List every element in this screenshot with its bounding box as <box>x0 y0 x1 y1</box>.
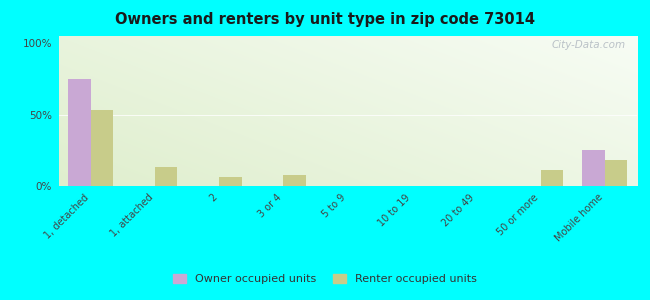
Legend: Owner occupied units, Renter occupied units: Owner occupied units, Renter occupied un… <box>168 269 482 288</box>
Bar <box>90 110 113 186</box>
Bar <box>541 170 563 186</box>
Bar <box>68 79 90 186</box>
Bar <box>219 177 242 186</box>
Bar <box>582 150 605 186</box>
Bar <box>605 160 627 186</box>
Text: City-Data.com: City-Data.com <box>551 40 625 50</box>
Text: Owners and renters by unit type in zip code 73014: Owners and renters by unit type in zip c… <box>115 12 535 27</box>
Bar <box>155 167 177 186</box>
Bar <box>283 175 306 186</box>
